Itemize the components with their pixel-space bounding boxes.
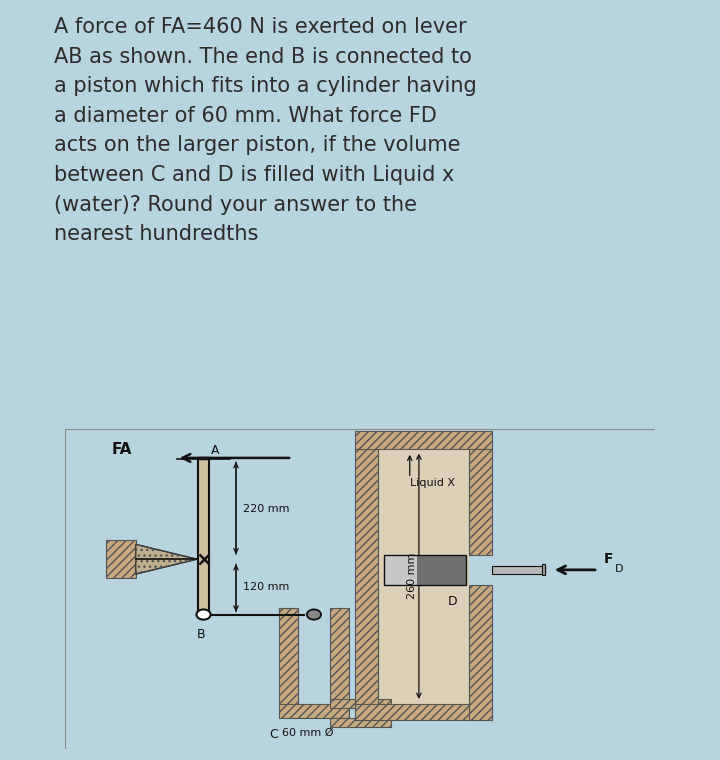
Bar	[330, 717, 391, 727]
Bar	[469, 584, 492, 720]
Bar	[542, 565, 545, 575]
Bar	[384, 555, 417, 584]
Circle shape	[307, 610, 321, 619]
Bar	[106, 540, 135, 578]
Bar	[330, 698, 391, 708]
Text: A: A	[211, 444, 219, 457]
Bar	[198, 459, 209, 615]
Bar	[378, 448, 469, 704]
Bar	[198, 457, 209, 459]
Text: 260 mm: 260 mm	[407, 553, 417, 600]
Bar	[417, 555, 467, 584]
Bar	[469, 448, 492, 555]
Text: B: B	[197, 629, 205, 641]
Bar	[330, 608, 349, 704]
Bar	[279, 608, 297, 704]
Text: C: C	[269, 728, 278, 741]
Polygon shape	[135, 544, 197, 574]
Bar	[279, 704, 349, 717]
Bar	[492, 566, 545, 574]
Text: 60 mm Ø: 60 mm Ø	[282, 728, 333, 738]
Bar	[384, 555, 467, 584]
Text: F: F	[604, 553, 613, 566]
Bar	[355, 704, 492, 720]
Text: FA: FA	[112, 442, 132, 457]
Bar	[355, 431, 492, 448]
Bar	[355, 448, 378, 704]
Text: 220 mm: 220 mm	[243, 504, 289, 515]
Text: Liquid X: Liquid X	[410, 477, 455, 488]
Circle shape	[197, 610, 211, 619]
Text: A force of FA=460 N is exerted on lever
AB as shown. The end B is connected to
a: A force of FA=460 N is exerted on lever …	[54, 17, 477, 244]
Text: D: D	[614, 564, 623, 574]
Text: 120 mm: 120 mm	[243, 582, 289, 592]
Text: D: D	[448, 595, 457, 609]
